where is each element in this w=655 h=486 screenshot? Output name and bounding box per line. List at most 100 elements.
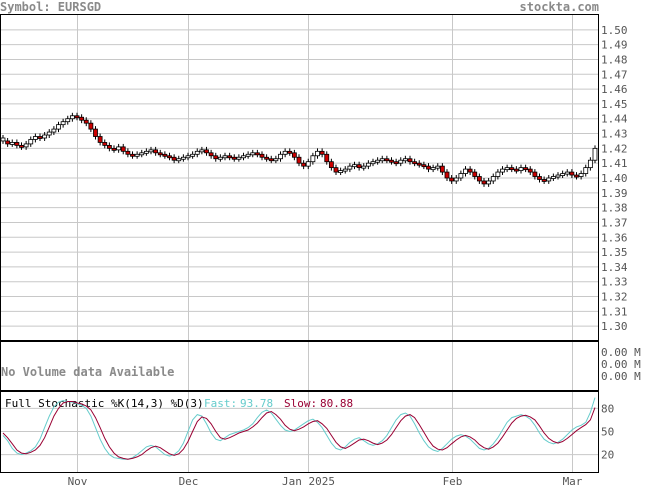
candle-body bbox=[356, 164, 362, 169]
price-tick-label: 1.37 bbox=[601, 216, 628, 229]
candle bbox=[356, 161, 362, 171]
candle-body bbox=[0, 137, 6, 142]
candle bbox=[389, 157, 394, 165]
fast-label: Fast: bbox=[204, 397, 237, 410]
candle bbox=[111, 145, 117, 153]
candle bbox=[14, 139, 20, 149]
site-brand[interactable]: stockta.com bbox=[519, 0, 599, 14]
x-tick-label: Feb bbox=[443, 475, 463, 486]
candle-body bbox=[412, 161, 418, 165]
candle-body bbox=[213, 155, 219, 160]
candle bbox=[176, 155, 182, 164]
candle bbox=[139, 149, 145, 158]
candle bbox=[407, 155, 413, 165]
candle-body bbox=[245, 153, 251, 157]
candle-body bbox=[527, 168, 533, 173]
candle-body bbox=[167, 155, 172, 159]
candle-body bbox=[467, 168, 473, 173]
candle bbox=[199, 146, 205, 155]
candle bbox=[569, 169, 575, 178]
candle-body bbox=[194, 150, 200, 155]
candle-body bbox=[56, 124, 61, 130]
candle-body bbox=[231, 156, 237, 160]
candle bbox=[125, 148, 131, 158]
candle bbox=[227, 152, 233, 161]
candle bbox=[352, 161, 357, 170]
candle-body bbox=[550, 176, 556, 179]
price-tick-label: 1.40 bbox=[601, 172, 628, 185]
candle bbox=[134, 151, 140, 159]
candle-body bbox=[264, 156, 270, 160]
candle-body bbox=[5, 140, 11, 145]
candle bbox=[37, 133, 43, 141]
candle-body bbox=[116, 146, 122, 151]
candle-body bbox=[453, 177, 459, 182]
candle bbox=[319, 148, 325, 158]
candle-body bbox=[310, 155, 316, 163]
candle bbox=[486, 178, 492, 187]
candle-body bbox=[458, 173, 464, 179]
stoch-tick-label: 50 bbox=[601, 426, 614, 439]
price-tick-label: 1.42 bbox=[601, 142, 628, 155]
volume-panel: No Volume data Available 0.00 M0.00 M0.0… bbox=[1, 346, 641, 383]
candle-body bbox=[185, 155, 191, 159]
candle-body bbox=[389, 159, 394, 163]
candle bbox=[435, 163, 441, 171]
stoch-frame bbox=[0, 391, 599, 473]
candle-body bbox=[486, 180, 492, 185]
candle-body bbox=[490, 176, 496, 182]
candle bbox=[282, 148, 288, 158]
candle-body bbox=[208, 152, 214, 157]
fast-value: 93.78 bbox=[240, 397, 273, 410]
candle-body bbox=[587, 159, 593, 169]
candle bbox=[93, 126, 98, 140]
candle bbox=[463, 166, 468, 177]
candle bbox=[375, 157, 381, 165]
volume-frame bbox=[0, 341, 599, 391]
candle-body bbox=[217, 156, 223, 160]
candle bbox=[102, 139, 108, 149]
candle-body bbox=[23, 143, 29, 148]
price-tick-label: 1.44 bbox=[601, 113, 628, 126]
candle bbox=[541, 176, 547, 184]
candle-body bbox=[60, 121, 66, 126]
candle bbox=[518, 164, 524, 174]
slow-value: 80.88 bbox=[320, 397, 353, 410]
candle-body bbox=[398, 159, 404, 164]
candle bbox=[574, 172, 579, 180]
price-tick-label: 1.43 bbox=[601, 128, 628, 141]
candle-body bbox=[162, 153, 168, 157]
candle bbox=[9, 139, 15, 147]
candle bbox=[430, 164, 436, 173]
candle bbox=[546, 175, 552, 184]
candle-body bbox=[435, 165, 441, 169]
candle-body bbox=[250, 152, 256, 156]
candle-body bbox=[153, 149, 159, 154]
candle-body bbox=[28, 139, 34, 145]
candle-body bbox=[333, 167, 339, 173]
candle-body bbox=[259, 153, 265, 158]
candle-body bbox=[315, 150, 320, 157]
candle bbox=[490, 173, 496, 184]
candle-body bbox=[301, 162, 307, 167]
candle-body bbox=[430, 167, 436, 171]
candle bbox=[241, 152, 246, 161]
candle-body bbox=[472, 171, 478, 177]
candle-body bbox=[32, 136, 38, 140]
candle-body bbox=[421, 164, 427, 168]
candle-body bbox=[120, 146, 126, 152]
candle bbox=[426, 163, 431, 173]
candle bbox=[194, 148, 200, 158]
candle-body bbox=[143, 150, 149, 154]
candle bbox=[213, 152, 219, 162]
candle bbox=[513, 166, 519, 174]
candle bbox=[527, 166, 533, 176]
price-tick-label: 1.32 bbox=[601, 291, 628, 304]
candle bbox=[453, 175, 459, 184]
candle bbox=[120, 143, 126, 155]
candle-body bbox=[65, 118, 71, 123]
candle bbox=[97, 133, 103, 146]
candle bbox=[236, 154, 242, 162]
candle bbox=[245, 151, 251, 159]
